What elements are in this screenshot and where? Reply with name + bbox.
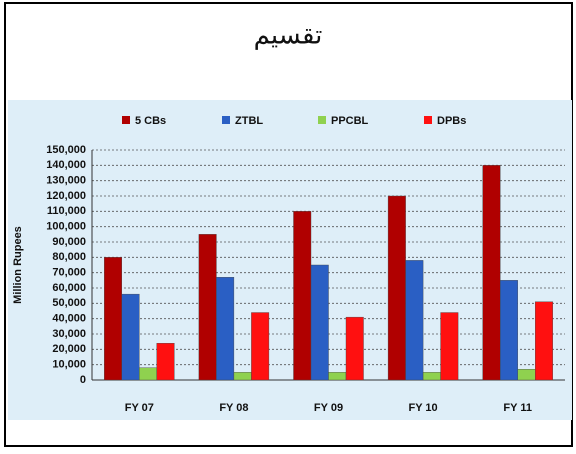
x-tick-label: FY 11 xyxy=(503,402,532,414)
legend-label: PPCBL xyxy=(331,115,369,127)
bar xyxy=(198,234,217,381)
x-tick-label: FY 10 xyxy=(409,402,438,414)
y-tick-label: 140,000 xyxy=(46,159,86,171)
y-tick-label: 110,000 xyxy=(47,205,86,217)
y-tick-label: 0 xyxy=(80,374,86,386)
bar xyxy=(440,312,459,381)
bar xyxy=(121,293,140,381)
bar xyxy=(482,165,501,381)
legend-swatch xyxy=(122,116,130,124)
legend-swatch xyxy=(424,116,432,124)
legend-label: 5 CBs xyxy=(135,115,166,127)
y-tick-label: 100,000 xyxy=(46,221,86,233)
bar xyxy=(104,257,123,381)
x-tick-label: FY 09 xyxy=(314,402,343,414)
chart-title: تقسیم xyxy=(254,21,323,51)
y-tick-label: 30,000 xyxy=(52,328,86,340)
y-tick-label: 70,000 xyxy=(52,267,86,279)
bar xyxy=(139,367,158,381)
bar xyxy=(216,277,235,381)
y-axis-label: Million Rupees xyxy=(12,226,24,304)
bar xyxy=(535,301,553,381)
plot-background xyxy=(8,100,572,420)
y-tick-label: 150,000 xyxy=(46,144,86,156)
legend-label: ZTBL xyxy=(235,115,263,127)
legend-swatch xyxy=(222,116,230,124)
y-tick-label: 60,000 xyxy=(52,282,86,294)
y-tick-label: 120,000 xyxy=(46,190,86,202)
bar xyxy=(251,312,270,381)
x-tick-label: FY 08 xyxy=(219,402,248,414)
y-tick-label: 90,000 xyxy=(52,236,86,248)
bar xyxy=(387,195,406,381)
legend-swatch xyxy=(318,116,326,124)
bar xyxy=(310,264,329,381)
bar xyxy=(422,372,441,381)
y-tick-label: 40,000 xyxy=(52,313,86,325)
x-tick-label: FY 07 xyxy=(125,402,154,414)
legend-label: DPBs xyxy=(437,115,466,127)
bar xyxy=(500,280,518,381)
y-tick-label: 80,000 xyxy=(52,251,86,263)
y-tick-label: 50,000 xyxy=(52,297,86,309)
bar xyxy=(517,369,536,381)
bar xyxy=(156,343,175,381)
bar xyxy=(293,211,312,381)
y-tick-label: 20,000 xyxy=(52,343,86,355)
bar xyxy=(328,372,347,381)
y-tick-label: 130,000 xyxy=(46,175,86,187)
bar xyxy=(345,316,364,381)
bar xyxy=(233,372,252,381)
bar xyxy=(405,260,424,381)
y-tick-label: 10,000 xyxy=(52,359,86,371)
